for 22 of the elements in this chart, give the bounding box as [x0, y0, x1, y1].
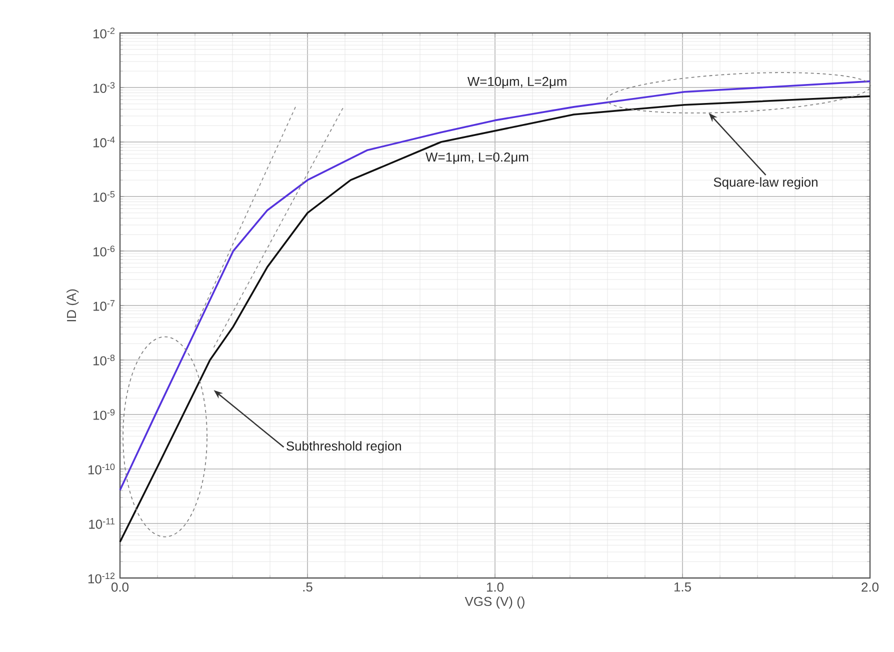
y-tick-label: 10$^{-3}$: [94, 82, 115, 93]
y-tick-label: 10$^{-2}$: [94, 28, 115, 38]
x-tick-label: 1.0: [486, 582, 504, 592]
y-tick-label: 10$^{-5}$: [94, 191, 115, 202]
y-tick-label: 10$^{-7}$: [94, 300, 115, 311]
y-tick-label: 10$^{-12}$: [88, 572, 115, 584]
x-tick-label: 0.0: [112, 582, 129, 592]
series-label: W=10μm, L=2μm: [467, 76, 566, 88]
y-tick-label: 10$^{-6}$: [94, 246, 115, 256]
y-tick-label: 10$^{-8}$: [94, 354, 115, 366]
x-axis-title: VGS (V) (): [464, 596, 524, 609]
x-tick-label: 1.5: [674, 582, 691, 592]
y-tick-label: 10$^{-11}$: [89, 518, 115, 529]
y-axis-title: ID (A): [66, 289, 79, 322]
y-tick-label: 10$^{-4}$: [94, 136, 115, 148]
annotation: Square-law region: [714, 177, 818, 190]
x-tick-label: .5: [303, 582, 312, 592]
annotation: Subthreshold region: [286, 441, 401, 454]
x-tick-label: 2.0: [862, 582, 879, 592]
y-tick-label: 10$^{-10}$: [88, 464, 115, 474]
series-label: W=1μm, L=0.2μm: [426, 152, 528, 164]
y-tick-label: 10$^{-9}$: [94, 409, 115, 420]
